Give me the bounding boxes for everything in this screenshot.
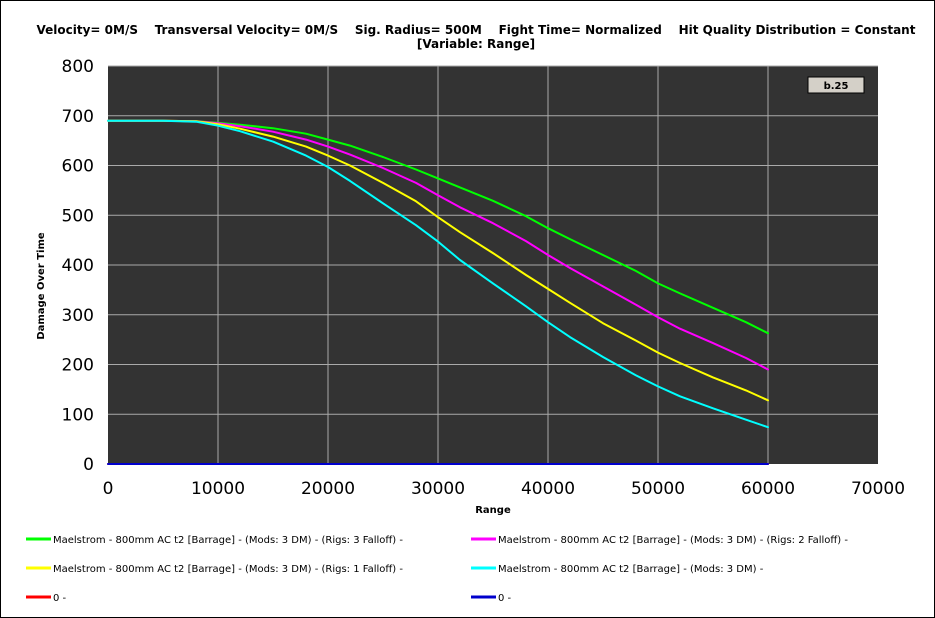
series-line-4 bbox=[107, 119, 769, 429]
chart-subtitle-variable: [Variable: Range] bbox=[417, 37, 535, 51]
series-line-3 bbox=[107, 119, 769, 402]
x-axis-title: Range bbox=[475, 505, 511, 516]
y-tick-label: 0 bbox=[83, 455, 94, 475]
gridlines bbox=[108, 65, 878, 464]
x-tick-label: 50000 bbox=[631, 479, 685, 499]
legend-label: Maelstrom - 800mm AC t2 [Barrage] - (Mod… bbox=[53, 535, 403, 546]
series-line-1 bbox=[107, 119, 769, 335]
version-badge-label: b.25 bbox=[824, 81, 849, 92]
x-tick-label: 20000 bbox=[301, 479, 355, 499]
legend-label: Maelstrom - 800mm AC t2 [Barrage] - (Mod… bbox=[53, 564, 403, 575]
tick-labels: 0 100 200 300 400 500 600 700 800 0 10000 20000 3000… bbox=[62, 57, 906, 499]
y-tick-label: 100 bbox=[62, 405, 94, 425]
version-badge-box bbox=[807, 76, 865, 94]
y-tick-label: 400 bbox=[62, 256, 94, 276]
x-tick-label: 30000 bbox=[411, 479, 465, 499]
legend-label: 0 - bbox=[498, 593, 512, 604]
x-tick-label: 10000 bbox=[191, 479, 245, 499]
y-tick-label: 500 bbox=[62, 206, 94, 226]
y-tick-label: 600 bbox=[62, 157, 94, 177]
legend-label: 0 - bbox=[53, 593, 67, 604]
series-line-2 bbox=[107, 119, 769, 371]
legend-label: Maelstrom - 800mm AC t2 [Barrage] - (Mod… bbox=[498, 535, 848, 546]
version-badge: b.25 bbox=[807, 76, 865, 94]
y-tick-label: 200 bbox=[62, 356, 94, 376]
legend-label: Maelstrom - 800mm AC t2 [Barrage] - (Mod… bbox=[498, 564, 764, 575]
y-tick-label: 800 bbox=[62, 57, 94, 77]
y-axis-title: Damage Over Time bbox=[36, 232, 47, 340]
legend: Maelstrom - 800mm AC t2 [Barrage] - (Mod… bbox=[26, 535, 848, 604]
x-tick-label: 40000 bbox=[521, 479, 575, 499]
y-tick-label: 300 bbox=[62, 306, 94, 326]
x-tick-label: 0 bbox=[103, 479, 114, 499]
chart-subtitle-settings: Velocity= 0M/S Transversal Velocity= 0M/… bbox=[37, 23, 916, 37]
series-lines bbox=[107, 119, 769, 465]
x-tick-label: 70000 bbox=[851, 479, 905, 499]
y-tick-label: 700 bbox=[62, 107, 94, 127]
x-tick-label: 60000 bbox=[741, 479, 795, 499]
